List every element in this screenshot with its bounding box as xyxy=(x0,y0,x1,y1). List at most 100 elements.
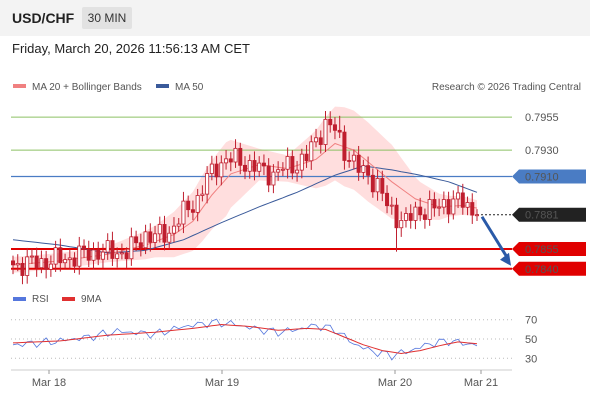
bollinger-band-layer xyxy=(13,106,477,273)
candle-body xyxy=(115,253,120,259)
candle-body xyxy=(15,262,20,266)
candle-body xyxy=(446,199,451,215)
candle-body xyxy=(304,153,309,162)
candle-body xyxy=(385,192,390,207)
candle-body xyxy=(82,245,87,250)
level-labels-layer: 0.7955 0.7930 0.7910 0.7881 0.7855 0.7840 xyxy=(512,112,586,276)
candle-body xyxy=(295,169,300,174)
candle-body xyxy=(190,209,195,213)
last-price-tag xyxy=(512,207,586,222)
ma50-legend-label: MA 50 xyxy=(175,82,204,93)
candle-body xyxy=(366,165,371,176)
candle-body xyxy=(63,259,68,264)
candle-body xyxy=(77,245,82,267)
candle-body xyxy=(67,257,72,260)
time-tick-label: Mar 18 xyxy=(32,377,66,389)
time-tick-label: Mar 20 xyxy=(378,377,412,389)
candle-body xyxy=(247,160,252,172)
resistance-1-label: 0.7930 xyxy=(525,145,559,157)
candle-body xyxy=(441,199,446,208)
candle-body xyxy=(257,162,262,172)
rsi-legend-label: RSI xyxy=(32,294,49,305)
time-tick-label: Mar 19 xyxy=(205,377,239,389)
candle-body xyxy=(465,202,470,208)
candle-body xyxy=(285,156,290,170)
forecast-arrow-shaft xyxy=(480,215,510,260)
candle-body xyxy=(351,154,356,162)
candle-body xyxy=(167,232,172,243)
candle-body xyxy=(276,169,281,173)
candle-body xyxy=(72,257,77,267)
candle-body xyxy=(314,137,319,143)
candle-body xyxy=(280,168,285,171)
candle-body xyxy=(413,206,418,221)
candle-body xyxy=(347,160,352,162)
candle-body xyxy=(176,223,181,227)
candle-body xyxy=(337,129,342,133)
candle-body xyxy=(361,165,366,173)
ma50-legend-swatch xyxy=(156,84,169,88)
candle-body xyxy=(58,247,63,264)
candle-body xyxy=(25,256,30,276)
candle-body xyxy=(261,162,266,167)
candle-body xyxy=(138,242,143,249)
candle-body xyxy=(456,192,461,200)
candle-body xyxy=(53,247,58,265)
candle-body xyxy=(219,162,224,178)
copyright-text: Research © 2026 Trading Central xyxy=(432,82,581,93)
candle-body xyxy=(195,195,200,213)
candle-body xyxy=(408,213,413,221)
candle-body xyxy=(124,252,129,260)
candle-body xyxy=(418,206,423,216)
candle-body xyxy=(332,124,337,131)
rsi-ma-line xyxy=(12,323,478,355)
candle-body xyxy=(252,160,257,172)
candle-body xyxy=(134,236,139,244)
candle-body xyxy=(209,163,214,174)
rsi-tick-30: 30 xyxy=(525,353,537,365)
candle-body xyxy=(86,249,91,261)
candle-body xyxy=(157,224,162,235)
candle-body xyxy=(200,193,205,196)
candle-body xyxy=(105,240,110,253)
candle-body xyxy=(271,171,276,186)
rsi-panel: 70 50 30 xyxy=(11,315,537,365)
candle-body xyxy=(44,258,49,270)
timeframe-button[interactable]: 30 MIN xyxy=(82,7,132,29)
resistance-2-label: 0.7955 xyxy=(525,112,559,124)
candle-body xyxy=(205,173,210,195)
candle-body xyxy=(10,260,15,266)
pivot-tag xyxy=(512,169,586,184)
candle-body xyxy=(242,164,247,172)
candle-body xyxy=(437,206,442,209)
ma9-legend-label: 9MA xyxy=(81,294,102,305)
candle-body xyxy=(422,214,427,220)
candle-body xyxy=(356,154,361,173)
candle-body xyxy=(214,163,219,178)
support-2-tag xyxy=(512,261,586,276)
candle-body xyxy=(290,156,295,174)
last-price-label: 0.7881 xyxy=(525,210,559,222)
candle-body xyxy=(375,178,380,193)
header-bar: USD/CHF 30 MIN xyxy=(0,0,590,36)
level-lines-layer xyxy=(11,116,512,270)
rsi-tick-50: 50 xyxy=(525,334,537,346)
candle-body xyxy=(186,200,191,211)
rsi-legend-swatch xyxy=(13,297,26,301)
candle-body xyxy=(119,252,124,255)
candle-body xyxy=(299,153,304,171)
candle-body xyxy=(370,174,375,193)
candle-body xyxy=(20,262,25,276)
candle-body xyxy=(342,131,347,161)
candle-body xyxy=(238,147,243,166)
pivot-label: 0.7910 xyxy=(525,171,559,183)
candle-body xyxy=(39,258,44,269)
ma20-legend-label: MA 20 + Bollinger Bands xyxy=(32,82,142,93)
ma20-legend-swatch xyxy=(13,84,26,88)
candle-body xyxy=(153,233,158,243)
support-1-tag xyxy=(512,242,586,257)
candle-body xyxy=(266,165,271,186)
candle-body xyxy=(451,198,456,215)
forecast-arrow-head xyxy=(500,252,511,266)
